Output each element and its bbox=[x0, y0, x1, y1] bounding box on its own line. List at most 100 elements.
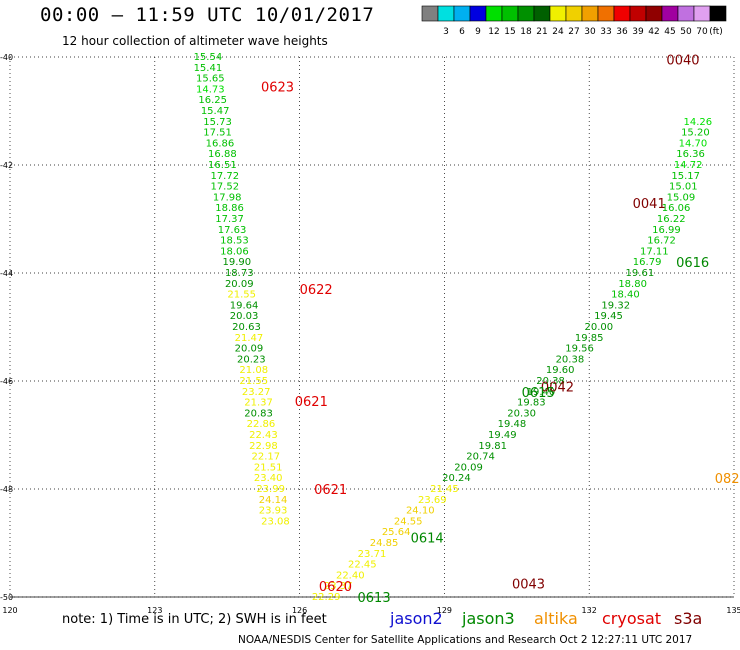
legend-entry-altika: altika bbox=[534, 609, 578, 628]
swh-value-label: 21.37 bbox=[244, 398, 273, 409]
swh-value-label: 23.27 bbox=[242, 387, 271, 398]
pass-number-label: 0621 bbox=[314, 483, 347, 498]
pass-number-label: 0041 bbox=[633, 197, 666, 212]
swh-value-label: 16.36 bbox=[676, 149, 705, 160]
pass-number-label: 0042 bbox=[541, 380, 574, 395]
y-tick-label: -50 bbox=[0, 593, 13, 602]
swh-value-label: 16.79 bbox=[633, 257, 662, 268]
swh-value-label: 19.64 bbox=[230, 300, 259, 311]
swh-value-label: 19.81 bbox=[478, 441, 507, 452]
swh-value-label: 20.74 bbox=[466, 452, 495, 463]
color-scale-label: 15 bbox=[504, 27, 515, 37]
swh-value-label: 22.98 bbox=[249, 441, 278, 452]
color-scale-label: 6 bbox=[459, 27, 465, 37]
color-scale-label: 50 bbox=[680, 27, 692, 37]
swh-value-label: 20.38 bbox=[536, 376, 565, 387]
color-scale-label: 3 bbox=[443, 27, 449, 37]
x-tick-label: 129 bbox=[437, 606, 452, 615]
swh-value-label: 24.10 bbox=[406, 506, 435, 517]
color-scale-label: 70 bbox=[696, 27, 708, 37]
swh-value-label: 16.06 bbox=[662, 203, 691, 214]
swh-value-label: 15.01 bbox=[669, 182, 698, 193]
swh-value-label: 20.83 bbox=[244, 408, 273, 419]
swh-value-label: 14.72 bbox=[674, 160, 703, 171]
swh-value-label: 20.09 bbox=[454, 462, 483, 473]
pass-number-label: 0620 bbox=[319, 580, 352, 595]
pass-number-label: 0622 bbox=[300, 283, 333, 298]
swh-value-label: 18.73 bbox=[225, 268, 254, 279]
color-scale-label: 45 bbox=[664, 27, 675, 37]
pass-number-label: 0615 bbox=[522, 386, 555, 401]
x-tick-label: 135 bbox=[726, 606, 740, 615]
swh-value-label: 21.51 bbox=[254, 462, 283, 473]
swh-value-label: 19.60 bbox=[546, 365, 575, 376]
color-scale-label: 21 bbox=[536, 27, 547, 37]
swh-value-label: 15.20 bbox=[681, 128, 710, 139]
swh-value-label: 17.72 bbox=[210, 171, 239, 182]
swh-value-label: 22.43 bbox=[249, 430, 278, 441]
y-tick-label: -44 bbox=[0, 269, 13, 278]
swh-value-label: 20.00 bbox=[585, 322, 614, 333]
swh-value-label: 16.88 bbox=[208, 149, 237, 160]
footer-credit: NOAA/NESDIS Center for Satellite Applica… bbox=[238, 634, 693, 646]
swh-value-label: 15.17 bbox=[671, 171, 700, 182]
swh-value-label: 16.86 bbox=[206, 138, 235, 149]
swh-value-label: 19.85 bbox=[575, 333, 604, 344]
swh-value-label: 16.22 bbox=[657, 214, 686, 225]
swh-value-label: 19.49 bbox=[488, 430, 517, 441]
swh-value-label: 14.26 bbox=[683, 117, 712, 128]
color-scale-label: 30 bbox=[584, 27, 596, 37]
swh-value-label: 16.25 bbox=[198, 95, 227, 106]
x-tick-label: 123 bbox=[147, 606, 162, 615]
legend-entry-s3a: s3a bbox=[674, 609, 703, 628]
swh-value-label: 18.06 bbox=[220, 246, 249, 257]
pass-number-label: 0613 bbox=[358, 591, 391, 606]
swh-value-label: 22.86 bbox=[247, 419, 276, 430]
swh-value-label: 22.29 bbox=[312, 592, 341, 603]
swh-value-label: 20.09 bbox=[225, 279, 254, 290]
swh-value-label: 18.86 bbox=[215, 203, 244, 214]
swh-value-label: 17.51 bbox=[203, 128, 232, 139]
color-scale-label: 33 bbox=[600, 27, 611, 37]
swh-value-label: 20.63 bbox=[232, 322, 261, 333]
swh-value-label: 25.64 bbox=[382, 527, 411, 538]
legend-entry-jason2: jason2 bbox=[390, 609, 443, 628]
pass-number-label: 0623 bbox=[261, 81, 294, 96]
swh-value-label: 19.56 bbox=[565, 344, 594, 355]
pass-number-label: 0614 bbox=[411, 532, 444, 547]
swh-value-label: 16.72 bbox=[647, 236, 676, 247]
swh-value-label: 21.45 bbox=[430, 484, 459, 495]
chart-title: 00:00 – 11:59 UTC 10/01/2017 bbox=[40, 4, 375, 26]
swh-value-label: 21.47 bbox=[235, 333, 264, 344]
swh-value-label: 19.90 bbox=[223, 257, 252, 268]
swh-value-label: 17.52 bbox=[210, 182, 239, 193]
pass-number-label: 0621 bbox=[295, 395, 328, 410]
swh-value-label: 21.55 bbox=[239, 376, 268, 387]
swh-value-label: 24.85 bbox=[370, 538, 399, 549]
swh-value-label: 15.09 bbox=[667, 192, 696, 203]
pass-number-label: 0827 bbox=[715, 472, 740, 487]
color-scale-label: 12 bbox=[488, 27, 499, 37]
swh-value-label: 18.53 bbox=[220, 236, 249, 247]
swh-value-label: 14.73 bbox=[196, 84, 225, 95]
swh-value-label: 20.38 bbox=[556, 354, 585, 365]
color-scale-label: 27 bbox=[568, 27, 579, 37]
swh-value-label: 22.40 bbox=[336, 570, 365, 581]
color-scale-unit: (ft) bbox=[709, 27, 723, 37]
swh-value-label: 17.37 bbox=[215, 214, 244, 225]
swh-value-label: 23.08 bbox=[261, 516, 290, 527]
swh-value-label: 23.37 bbox=[324, 581, 353, 592]
swh-value-label: 20.23 bbox=[237, 354, 266, 365]
x-tick-label: 120 bbox=[2, 606, 17, 615]
legend-entry-jason3: jason3 bbox=[462, 609, 515, 628]
swh-value-label: 19.40 bbox=[527, 387, 556, 398]
swh-value-label: 19.83 bbox=[517, 398, 546, 409]
color-scale-label: 39 bbox=[632, 27, 644, 37]
swh-value-label: 23.40 bbox=[254, 473, 283, 484]
swh-value-label: 14.70 bbox=[679, 138, 708, 149]
swh-value-label: 18.80 bbox=[618, 279, 647, 290]
color-scale-label: 24 bbox=[552, 27, 564, 37]
swh-value-label: 15.54 bbox=[194, 52, 223, 63]
swh-value-label: 22.45 bbox=[348, 560, 377, 571]
